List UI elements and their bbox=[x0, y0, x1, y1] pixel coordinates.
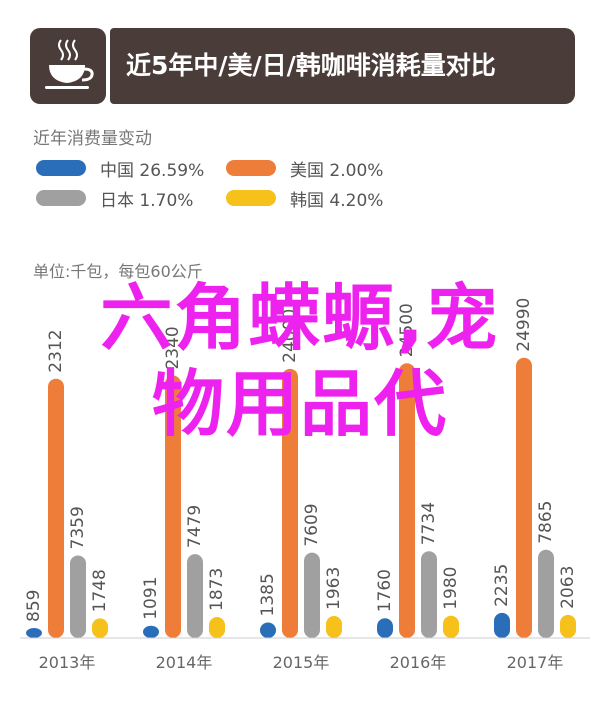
data-label-japan-2: 7609 bbox=[302, 503, 322, 546]
data-label-korea-4: 2063 bbox=[558, 566, 578, 609]
legend-item-korea: 韩国 4.20% bbox=[226, 187, 384, 211]
bar-japan-4 bbox=[538, 549, 554, 638]
data-label-japan-1: 7479 bbox=[185, 505, 205, 548]
bar-korea-3 bbox=[443, 615, 459, 638]
bar-japan-0 bbox=[70, 555, 86, 638]
x-tick-label-3: 2016年 bbox=[390, 653, 447, 672]
title-box: 近5年中/美/日/韩咖啡消耗量对比 bbox=[110, 28, 575, 104]
coffee-cup-icon bbox=[45, 39, 94, 89]
data-label-usa-3: 24500 bbox=[397, 303, 417, 357]
legend-swatch-japan bbox=[36, 190, 86, 206]
legend-item-usa: 美国 2.00% bbox=[226, 157, 384, 181]
bar-korea-2 bbox=[326, 615, 342, 638]
bar-usa-3 bbox=[399, 363, 415, 638]
legend-item-japan: 日本 1.70% bbox=[36, 187, 194, 211]
bar-japan-1 bbox=[187, 554, 203, 638]
legend-item-china: 中国 26.59% bbox=[36, 157, 205, 181]
x-tick-label-0: 2013年 bbox=[39, 653, 96, 672]
data-label-japan-3: 7734 bbox=[419, 502, 439, 545]
bar-usa-1 bbox=[165, 375, 181, 638]
data-label-china-1: 1091 bbox=[141, 576, 161, 619]
legend-label-korea: 韩国 4.20% bbox=[290, 190, 384, 211]
data-label-usa-1: 2340 bbox=[163, 326, 183, 369]
legend-label-japan: 日本 1.70% bbox=[100, 190, 194, 211]
data-label-china-0: 859 bbox=[24, 590, 44, 622]
x-tick-label-1: 2014年 bbox=[156, 653, 213, 672]
bar-japan-2 bbox=[304, 552, 320, 638]
legend-label-china: 中国 26.59% bbox=[100, 160, 205, 181]
bar-usa-2 bbox=[282, 368, 298, 638]
bar-usa-0 bbox=[48, 378, 64, 638]
data-label-japan-4: 7865 bbox=[536, 501, 556, 544]
bar-japan-3 bbox=[421, 551, 437, 638]
legend: 中国 26.59% 美国 2.00% 日本 1.70% 韩国 4.20% bbox=[36, 157, 436, 217]
legend-swatch-korea bbox=[226, 190, 276, 206]
bar-china-0 bbox=[26, 628, 42, 638]
data-label-korea-1: 1873 bbox=[207, 568, 227, 611]
data-label-korea-0: 1748 bbox=[90, 569, 110, 612]
bar-korea-0 bbox=[92, 618, 108, 638]
data-label-china-4: 2235 bbox=[492, 564, 512, 607]
logo-box bbox=[30, 28, 106, 104]
unit-label: 单位:千包，每包60公斤 bbox=[33, 262, 203, 281]
legend-swatch-usa bbox=[226, 160, 276, 176]
data-label-usa-2: 24000 bbox=[280, 309, 300, 363]
header: 近5年中/美/日/韩咖啡消耗量对比 bbox=[30, 28, 575, 104]
bar-korea-1 bbox=[209, 616, 225, 638]
bar-china-1 bbox=[143, 625, 159, 638]
legend-swatch-china bbox=[36, 160, 86, 176]
bar-china-4 bbox=[494, 612, 510, 638]
data-label-korea-2: 1963 bbox=[324, 567, 344, 610]
data-label-japan-0: 7359 bbox=[68, 506, 88, 549]
x-tick-label-2: 2015年 bbox=[273, 653, 330, 672]
page-title: 近5年中/美/日/韩咖啡消耗量对比 bbox=[126, 51, 496, 80]
bar-china-3 bbox=[377, 618, 393, 638]
data-label-korea-3: 1980 bbox=[441, 567, 461, 610]
chart-subtitle: 近年消费量变动 bbox=[33, 129, 152, 149]
data-label-usa-0: 2312 bbox=[46, 329, 66, 372]
bar-china-2 bbox=[260, 622, 276, 638]
data-label-usa-4: 24990 bbox=[514, 298, 534, 352]
data-label-china-2: 1385 bbox=[258, 573, 278, 616]
bar-usa-4 bbox=[516, 357, 532, 638]
x-tick-label-4: 2017年 bbox=[507, 653, 564, 672]
bar-korea-4 bbox=[560, 614, 576, 638]
data-label-china-3: 1760 bbox=[375, 569, 395, 612]
legend-label-usa: 美国 2.00% bbox=[290, 160, 384, 181]
